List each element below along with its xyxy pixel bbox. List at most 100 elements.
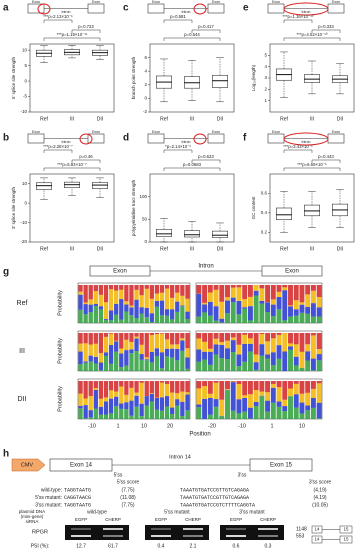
logo-letter xyxy=(139,381,144,383)
logo-letter xyxy=(185,394,190,411)
logo-letter xyxy=(265,312,271,323)
plot-frame xyxy=(29,43,115,113)
logo-letter xyxy=(98,381,104,399)
logo-letter xyxy=(265,381,271,393)
gel-band xyxy=(151,528,171,530)
logo-letter xyxy=(213,306,219,321)
logo-letter xyxy=(78,381,83,394)
logo-letter xyxy=(196,338,202,350)
logo-letter xyxy=(78,393,83,406)
exon-label: Exon 14 xyxy=(70,463,93,469)
logo-letter xyxy=(196,407,202,419)
logo-letter xyxy=(185,381,190,393)
lane-label: EGFP xyxy=(230,517,242,522)
panel-label: c xyxy=(123,3,129,14)
logo-letter xyxy=(164,339,170,349)
bracket xyxy=(283,37,341,41)
logo-letter xyxy=(83,381,88,399)
logo-letter xyxy=(144,359,149,361)
logo-letter xyxy=(265,341,271,355)
logo-letter xyxy=(253,390,259,403)
logo-letter xyxy=(282,399,288,407)
psi-label: PSI (%): xyxy=(31,543,50,549)
gel-band xyxy=(226,535,246,537)
logo-letter xyxy=(185,410,190,419)
y-tick-label: -5 xyxy=(23,94,27,99)
logo-letter xyxy=(83,333,88,344)
logo-letter xyxy=(93,408,98,419)
logo-letter xyxy=(270,285,276,300)
logo-letter xyxy=(175,399,180,406)
logo-letter xyxy=(185,392,190,395)
gene-label: Exon xyxy=(92,130,100,134)
logo-letter xyxy=(225,313,230,323)
logo-letter xyxy=(114,406,119,419)
logo-letter xyxy=(293,333,299,345)
logo-letter xyxy=(170,333,175,345)
logo-frame xyxy=(195,330,323,372)
sequence: TAAATGTGATCCGTCTTTTCAGGTA xyxy=(180,502,255,508)
logo-letter xyxy=(134,392,139,396)
logo-letter xyxy=(185,311,190,319)
logo-letter xyxy=(108,390,114,399)
logo-letter xyxy=(159,333,165,353)
logo-letter xyxy=(149,298,154,314)
exon-box xyxy=(267,133,285,144)
logo-letter xyxy=(293,309,299,316)
x-tick-label: III xyxy=(70,116,74,122)
logo-letter xyxy=(207,348,213,352)
logo-letter xyxy=(170,309,175,320)
logo-letter xyxy=(310,335,316,359)
logo-letter xyxy=(253,362,259,370)
highlight xyxy=(79,133,93,145)
row-label: wild-type: xyxy=(41,487,62,493)
logo-letter xyxy=(230,340,236,353)
logo-letter xyxy=(299,367,305,371)
y-tick-label: 5 xyxy=(24,63,27,68)
logo-letter xyxy=(134,285,139,290)
bracket xyxy=(191,159,221,163)
score: (10.05) xyxy=(312,502,328,508)
exon-box xyxy=(327,133,345,144)
exon-box xyxy=(147,3,165,14)
logo-letter xyxy=(236,383,242,400)
logo-letter xyxy=(180,305,185,307)
logo-letter xyxy=(202,285,208,303)
logo-letter xyxy=(207,315,213,323)
logo-letter xyxy=(299,304,305,313)
logo-letter xyxy=(78,294,83,310)
logo-letter xyxy=(159,300,165,316)
logo-letter xyxy=(276,387,282,402)
logo-letter xyxy=(164,406,170,419)
logo-letter xyxy=(170,392,175,408)
logo-letter xyxy=(154,306,160,323)
logo-letter xyxy=(299,413,305,419)
row-label: III xyxy=(19,348,25,355)
y-tick-label: 4 xyxy=(264,64,267,69)
panel-label: d xyxy=(123,133,129,144)
logo-letter xyxy=(310,398,316,408)
logo-frame xyxy=(77,378,191,420)
logo-letter xyxy=(170,297,175,310)
logo-letter xyxy=(310,316,316,323)
bracket xyxy=(163,37,221,41)
p-value: p=0.417 xyxy=(198,24,214,29)
logo-letter xyxy=(259,381,265,392)
logo-letter xyxy=(78,405,83,409)
logo-letter xyxy=(293,381,299,384)
logo-letter xyxy=(149,381,154,394)
logo-letter xyxy=(247,285,253,297)
gene-label: Exon xyxy=(32,130,40,134)
highlight xyxy=(193,133,207,145)
y-tick-label: -10 xyxy=(20,109,27,114)
logo-letter xyxy=(276,333,282,335)
logo-letter xyxy=(236,285,242,288)
logo-letter xyxy=(316,402,322,419)
logo-letter xyxy=(230,297,236,303)
isoform-label: 15 xyxy=(343,527,349,532)
logo-letter xyxy=(149,313,154,322)
gene-label: Exon xyxy=(272,130,280,134)
logo-letter xyxy=(154,334,160,349)
lane-label: EGFP xyxy=(75,517,87,522)
